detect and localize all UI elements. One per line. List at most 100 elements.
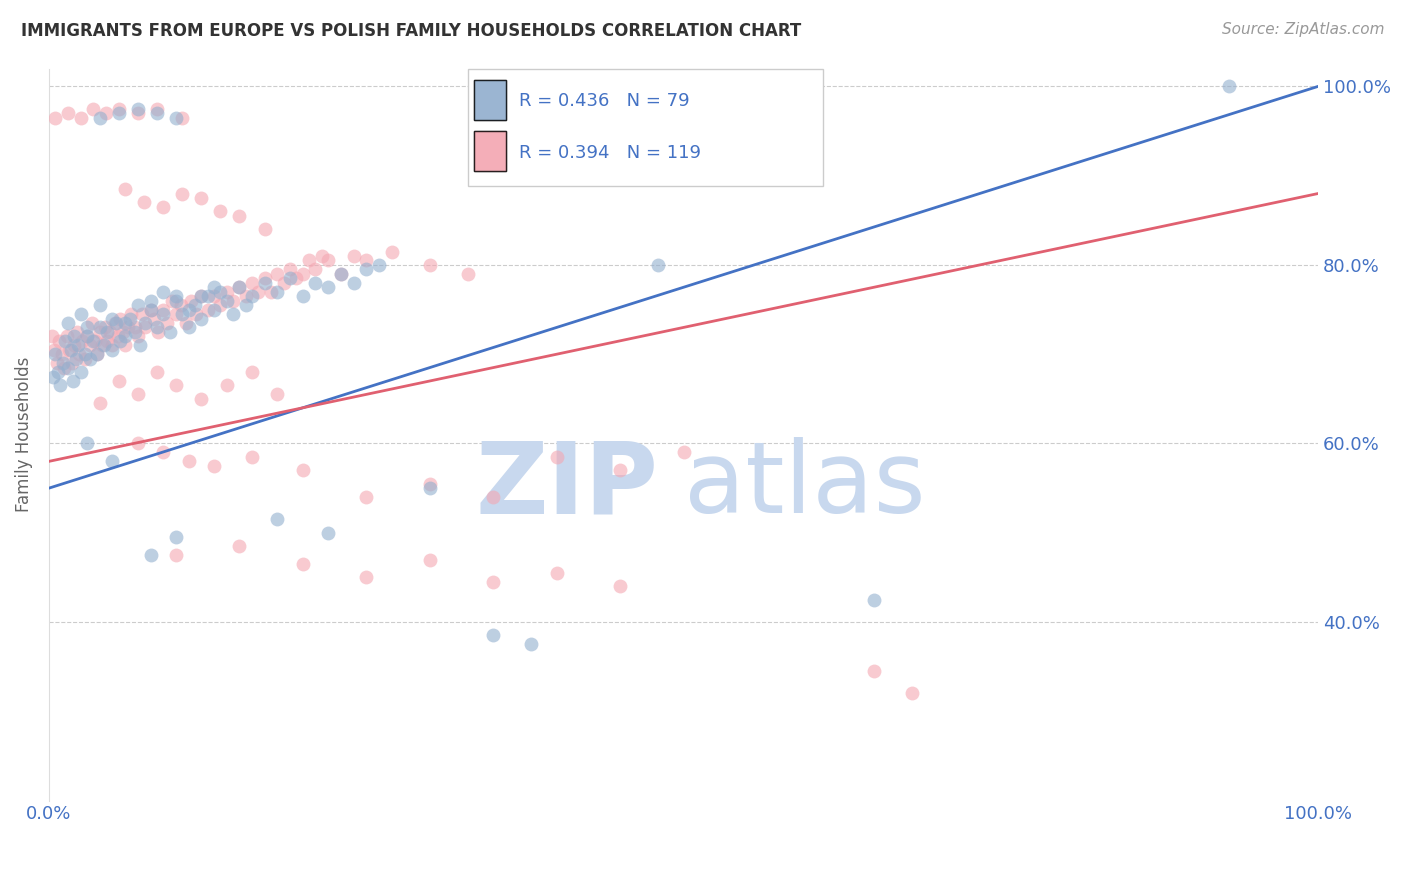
Point	[190, 289, 212, 303]
Point	[108, 334, 131, 348]
Point	[86, 347, 108, 361]
Point	[177, 320, 200, 334]
Point	[152, 285, 174, 299]
Point	[209, 204, 232, 219]
Point	[165, 530, 187, 544]
Point	[311, 249, 333, 263]
Point	[107, 329, 129, 343]
Point	[114, 182, 136, 196]
Point	[139, 293, 162, 308]
Point	[89, 111, 111, 125]
Point	[253, 276, 276, 290]
Point	[266, 285, 288, 299]
Point	[482, 574, 505, 589]
Point	[53, 360, 76, 375]
Point	[209, 285, 232, 299]
Point	[177, 302, 200, 317]
Point	[146, 102, 169, 116]
Point	[79, 338, 101, 352]
Text: atlas: atlas	[683, 437, 925, 534]
Text: IMMIGRANTS FROM EUROPE VS POLISH FAMILY HOUSEHOLDS CORRELATION CHART: IMMIGRANTS FROM EUROPE VS POLISH FAMILY …	[21, 22, 801, 40]
Point	[139, 302, 162, 317]
Point	[94, 106, 117, 120]
Point	[146, 365, 169, 379]
Point	[152, 200, 174, 214]
Point	[190, 392, 212, 406]
Point	[235, 298, 257, 312]
Point	[165, 289, 187, 303]
Point	[59, 343, 82, 357]
Point	[124, 320, 146, 334]
Point	[41, 329, 63, 343]
Point	[278, 271, 301, 285]
Point	[482, 628, 505, 642]
Point	[52, 356, 75, 370]
Point	[69, 307, 91, 321]
Point	[55, 334, 77, 348]
Point	[114, 316, 136, 330]
Point	[67, 347, 90, 361]
Point	[165, 293, 187, 308]
Point	[291, 267, 314, 281]
Point	[172, 111, 194, 125]
Point	[120, 311, 142, 326]
Point	[63, 329, 86, 343]
Point	[266, 267, 288, 281]
Point	[298, 253, 321, 268]
Point	[129, 338, 152, 352]
Point	[419, 476, 441, 491]
Point	[170, 298, 193, 312]
Point	[304, 276, 326, 290]
Point	[342, 249, 364, 263]
Point	[79, 351, 101, 366]
Point	[197, 302, 219, 317]
Point	[45, 356, 67, 370]
Point	[117, 320, 139, 334]
Point	[105, 316, 128, 330]
Point	[134, 316, 156, 330]
Point	[127, 106, 149, 120]
Point	[83, 334, 105, 348]
Point	[44, 347, 66, 361]
Point	[76, 329, 98, 343]
Point	[146, 106, 169, 120]
Point	[316, 253, 339, 268]
Point	[186, 307, 208, 321]
Point	[134, 195, 156, 210]
Point	[89, 325, 111, 339]
Point	[180, 293, 202, 308]
Point	[609, 463, 631, 477]
Point	[101, 338, 124, 352]
Point	[159, 325, 181, 339]
FancyBboxPatch shape	[468, 69, 823, 186]
Point	[546, 566, 568, 580]
Point	[177, 454, 200, 468]
Point	[156, 316, 179, 330]
Point	[127, 387, 149, 401]
Point	[260, 285, 283, 299]
Point	[101, 454, 124, 468]
Point	[124, 325, 146, 339]
Point	[174, 316, 197, 330]
Point	[96, 334, 118, 348]
Point	[368, 258, 391, 272]
Point	[107, 102, 129, 116]
Point	[127, 329, 149, 343]
Point	[127, 436, 149, 450]
Point	[197, 289, 219, 303]
Point	[202, 280, 225, 294]
Point	[48, 334, 70, 348]
Point	[228, 280, 250, 294]
Point	[329, 267, 352, 281]
Point	[62, 374, 84, 388]
Point	[89, 320, 111, 334]
Point	[152, 302, 174, 317]
Point	[89, 298, 111, 312]
Point	[139, 302, 162, 317]
Point	[69, 365, 91, 379]
FancyBboxPatch shape	[474, 79, 506, 120]
Point	[76, 329, 98, 343]
Point	[356, 570, 378, 584]
Point	[356, 262, 378, 277]
Point	[67, 338, 90, 352]
